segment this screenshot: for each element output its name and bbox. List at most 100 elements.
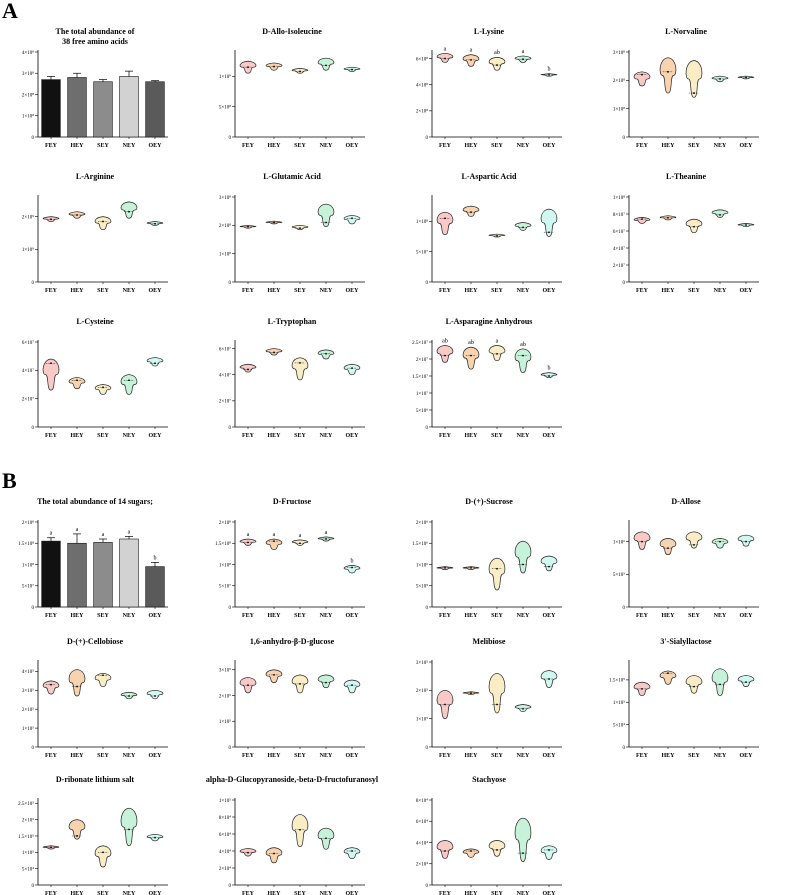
- y-tick-label: 5×10⁷: [416, 249, 428, 255]
- y-tick-label: 1×10⁹: [219, 74, 231, 80]
- y-tick-label: 0: [229, 884, 232, 889]
- chart-19: D-ribonate lithium salt 0 5×10⁴ 1×10⁵ 1.5×10…: [18, 775, 168, 895]
- chart-title: L-Arginine: [76, 172, 115, 181]
- median-dot: [247, 851, 249, 854]
- median-dot: [496, 567, 498, 570]
- x-tick-label: FEY: [45, 891, 58, 895]
- violin: [436, 211, 454, 235]
- y-tick-label: 1×10⁵: [219, 719, 231, 725]
- x-tick-label: SEY: [97, 288, 109, 294]
- median-dot: [641, 540, 643, 543]
- violin: [343, 363, 361, 376]
- x-tick-label: FEY: [439, 433, 452, 439]
- median-dot: [76, 685, 78, 688]
- chart-title: L-Norvaline: [665, 27, 707, 36]
- median-dot: [470, 354, 472, 357]
- y-tick-label: 2×10⁸: [416, 109, 428, 115]
- y-tick-label: 2×10⁷: [22, 396, 34, 402]
- median-dot: [693, 543, 695, 546]
- x-tick-label: FEY: [242, 753, 255, 759]
- y-tick-label: 0: [229, 281, 232, 286]
- violin: [488, 557, 506, 591]
- y-tick-label: 4×10⁸: [22, 50, 34, 56]
- x-tick-label: SEY: [97, 753, 109, 759]
- chart-7: L-Theanine 0 2×10⁷ 4×10⁷ 6×10⁷ 8×10⁷ 1×10⁸ FEY H…: [613, 172, 759, 294]
- x-tick-label: HEY: [464, 433, 478, 439]
- x-tick-label: NEY: [714, 613, 727, 619]
- y-tick-label: 4×10⁸: [416, 82, 428, 88]
- x-tick-label: NEY: [714, 288, 727, 294]
- y-tick-label: 1×10⁵: [416, 716, 428, 722]
- x-tick-label: HEY: [661, 753, 675, 759]
- y-tick-label: 1×10⁵: [613, 700, 625, 706]
- x-tick-label: SEY: [688, 143, 700, 149]
- bar: [119, 538, 139, 608]
- x-tick-label: HEY: [464, 143, 478, 149]
- violin: [488, 840, 506, 857]
- x-tick-label: SEY: [688, 613, 700, 619]
- median-dot: [719, 683, 721, 686]
- violin: [146, 357, 164, 367]
- x-tick-label: OEY: [345, 143, 359, 149]
- median-dot: [470, 567, 472, 569]
- median-dot: [641, 218, 643, 221]
- x-tick-label: FEY: [439, 613, 452, 619]
- y-tick-label: 0: [426, 746, 429, 751]
- y-tick-label: 0: [426, 136, 429, 141]
- median-dot: [667, 216, 669, 219]
- x-tick-label: FEY: [242, 891, 255, 895]
- chart-12: D-Fructose 0 5×10⁷ 1×10⁸ 1.5×10⁸ 2×10⁸ FEY HEY S…: [215, 497, 365, 619]
- x-tick-label: SEY: [688, 753, 700, 759]
- x-tick-label: OEY: [345, 433, 359, 439]
- median-dot: [76, 214, 78, 216]
- y-tick-label: 1×10⁸: [219, 251, 231, 257]
- chart-title: The total abundance of: [56, 27, 135, 36]
- violin: [685, 675, 703, 694]
- x-tick-label: SEY: [294, 288, 306, 294]
- violin: [343, 215, 361, 225]
- significance-letter: ab: [468, 340, 474, 346]
- chart-title: L-Lysine: [474, 27, 505, 36]
- median-dot: [444, 217, 446, 220]
- chart-title: L-Tryptophan: [268, 317, 317, 326]
- bar: [145, 566, 165, 608]
- median-dot: [719, 78, 721, 80]
- significance-letter: a: [50, 531, 53, 537]
- median-dot: [667, 672, 669, 675]
- y-tick-label: 8×10⁷: [613, 212, 625, 218]
- y-tick-label: 2.5×10⁵: [18, 801, 34, 807]
- x-tick-label: OEY: [148, 891, 162, 895]
- x-tick-label: NEY: [123, 288, 136, 294]
- y-tick-label: 1×10⁸: [613, 195, 625, 201]
- x-tick-label: NEY: [714, 143, 727, 149]
- median-dot: [522, 226, 524, 229]
- x-tick-label: FEY: [439, 288, 452, 294]
- x-tick-label: SEY: [97, 613, 109, 619]
- median-dot: [470, 211, 472, 214]
- y-tick-label: 1×10⁵: [22, 726, 34, 732]
- chart-title: Stachyose: [472, 775, 506, 784]
- median-dot: [50, 683, 52, 686]
- chart-3: L-Norvaline 0 1×10⁸ 2×10⁸ 3×10⁸ FEY HEY SEY NEY O…: [613, 27, 759, 149]
- y-tick-label: 0: [426, 884, 429, 889]
- median-dot: [522, 354, 524, 357]
- median-dot: [154, 836, 156, 839]
- x-tick-label: OEY: [148, 288, 162, 294]
- x-tick-label: FEY: [242, 143, 255, 149]
- x-tick-label: OEY: [345, 753, 359, 759]
- y-tick-label: 1.5×10⁸: [18, 541, 34, 547]
- median-dot: [50, 218, 52, 221]
- panel-label-b: B: [2, 468, 17, 493]
- x-tick-label: SEY: [294, 433, 306, 439]
- y-tick-label: 2×10⁵: [416, 688, 428, 694]
- x-tick-label: OEY: [542, 613, 556, 619]
- chart-title: D-Fructose: [273, 497, 312, 506]
- chart-20: alpha-D-Glucopyranoside,-beta-D-fructofu…: [206, 775, 379, 895]
- violin: [436, 840, 454, 859]
- x-tick-label: HEY: [464, 753, 478, 759]
- y-tick-label: 2×10⁷: [219, 399, 231, 405]
- bar: [41, 79, 61, 138]
- median-dot: [444, 567, 446, 569]
- violin: [737, 534, 755, 547]
- violin: [94, 384, 112, 395]
